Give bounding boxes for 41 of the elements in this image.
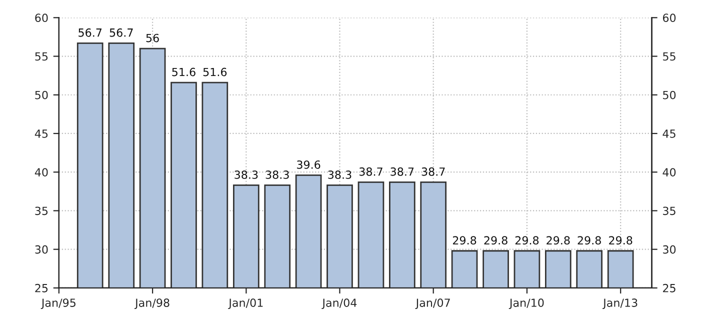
data-label: 29.8 bbox=[609, 236, 632, 245]
y2-tick-label: 45 bbox=[662, 130, 676, 138]
data-label: 38.7 bbox=[390, 167, 414, 176]
data-label: 56 bbox=[146, 34, 159, 42]
y2-tick-label: 55 bbox=[663, 52, 676, 61]
data-label: 38.3 bbox=[266, 170, 289, 179]
data-label: 38.7 bbox=[359, 167, 382, 176]
y-tick-label: 30 bbox=[35, 245, 48, 254]
y-tick-label: 25 bbox=[35, 284, 48, 292]
data-label: 29.8 bbox=[515, 236, 539, 245]
data-label: 38.7 bbox=[422, 167, 445, 176]
data-label: 38.3 bbox=[328, 170, 352, 179]
data-label: 29.8 bbox=[578, 236, 601, 245]
y-tick-label: 50 bbox=[35, 90, 48, 100]
x-tick-label: Jan/07 bbox=[415, 298, 450, 310]
data-label: 56.7 bbox=[78, 28, 102, 37]
y2-tick-label: 50 bbox=[663, 90, 676, 100]
y-tick-label: 40 bbox=[34, 168, 48, 176]
data-label: 51.6 bbox=[203, 68, 227, 76]
y2-tick-label: 30 bbox=[663, 245, 676, 254]
data-label: 29.8 bbox=[452, 236, 476, 245]
data-label: 29.8 bbox=[484, 236, 508, 245]
y-tick-label: 55 bbox=[35, 52, 48, 61]
x-tick-label: Jan/01 bbox=[228, 298, 263, 310]
y2-tick-label: 25 bbox=[663, 284, 676, 292]
y2-tick-label: 35 bbox=[663, 206, 676, 216]
y2-tick-label: 60 bbox=[662, 14, 676, 22]
data-label: 29.8 bbox=[546, 236, 570, 245]
x-tick-label: Jan/98 bbox=[134, 298, 170, 310]
data-label: 38.3 bbox=[234, 170, 258, 179]
y2-tick-label: 40 bbox=[662, 168, 676, 176]
y-tick-label: 35 bbox=[35, 206, 48, 216]
x-tick-label: Jan/95 bbox=[40, 298, 76, 310]
y-tick-label: 60 bbox=[35, 14, 48, 22]
data-label: 39.6 bbox=[297, 160, 320, 169]
y-tick-label: 45 bbox=[34, 130, 48, 138]
x-tick-label: Jan/13 bbox=[602, 298, 638, 310]
x-tick-label: Jan/10 bbox=[508, 298, 544, 310]
x-tick-label: Jan/04 bbox=[322, 298, 357, 310]
data-label: 51.6 bbox=[172, 68, 196, 76]
data-label: 56.7 bbox=[110, 28, 133, 37]
